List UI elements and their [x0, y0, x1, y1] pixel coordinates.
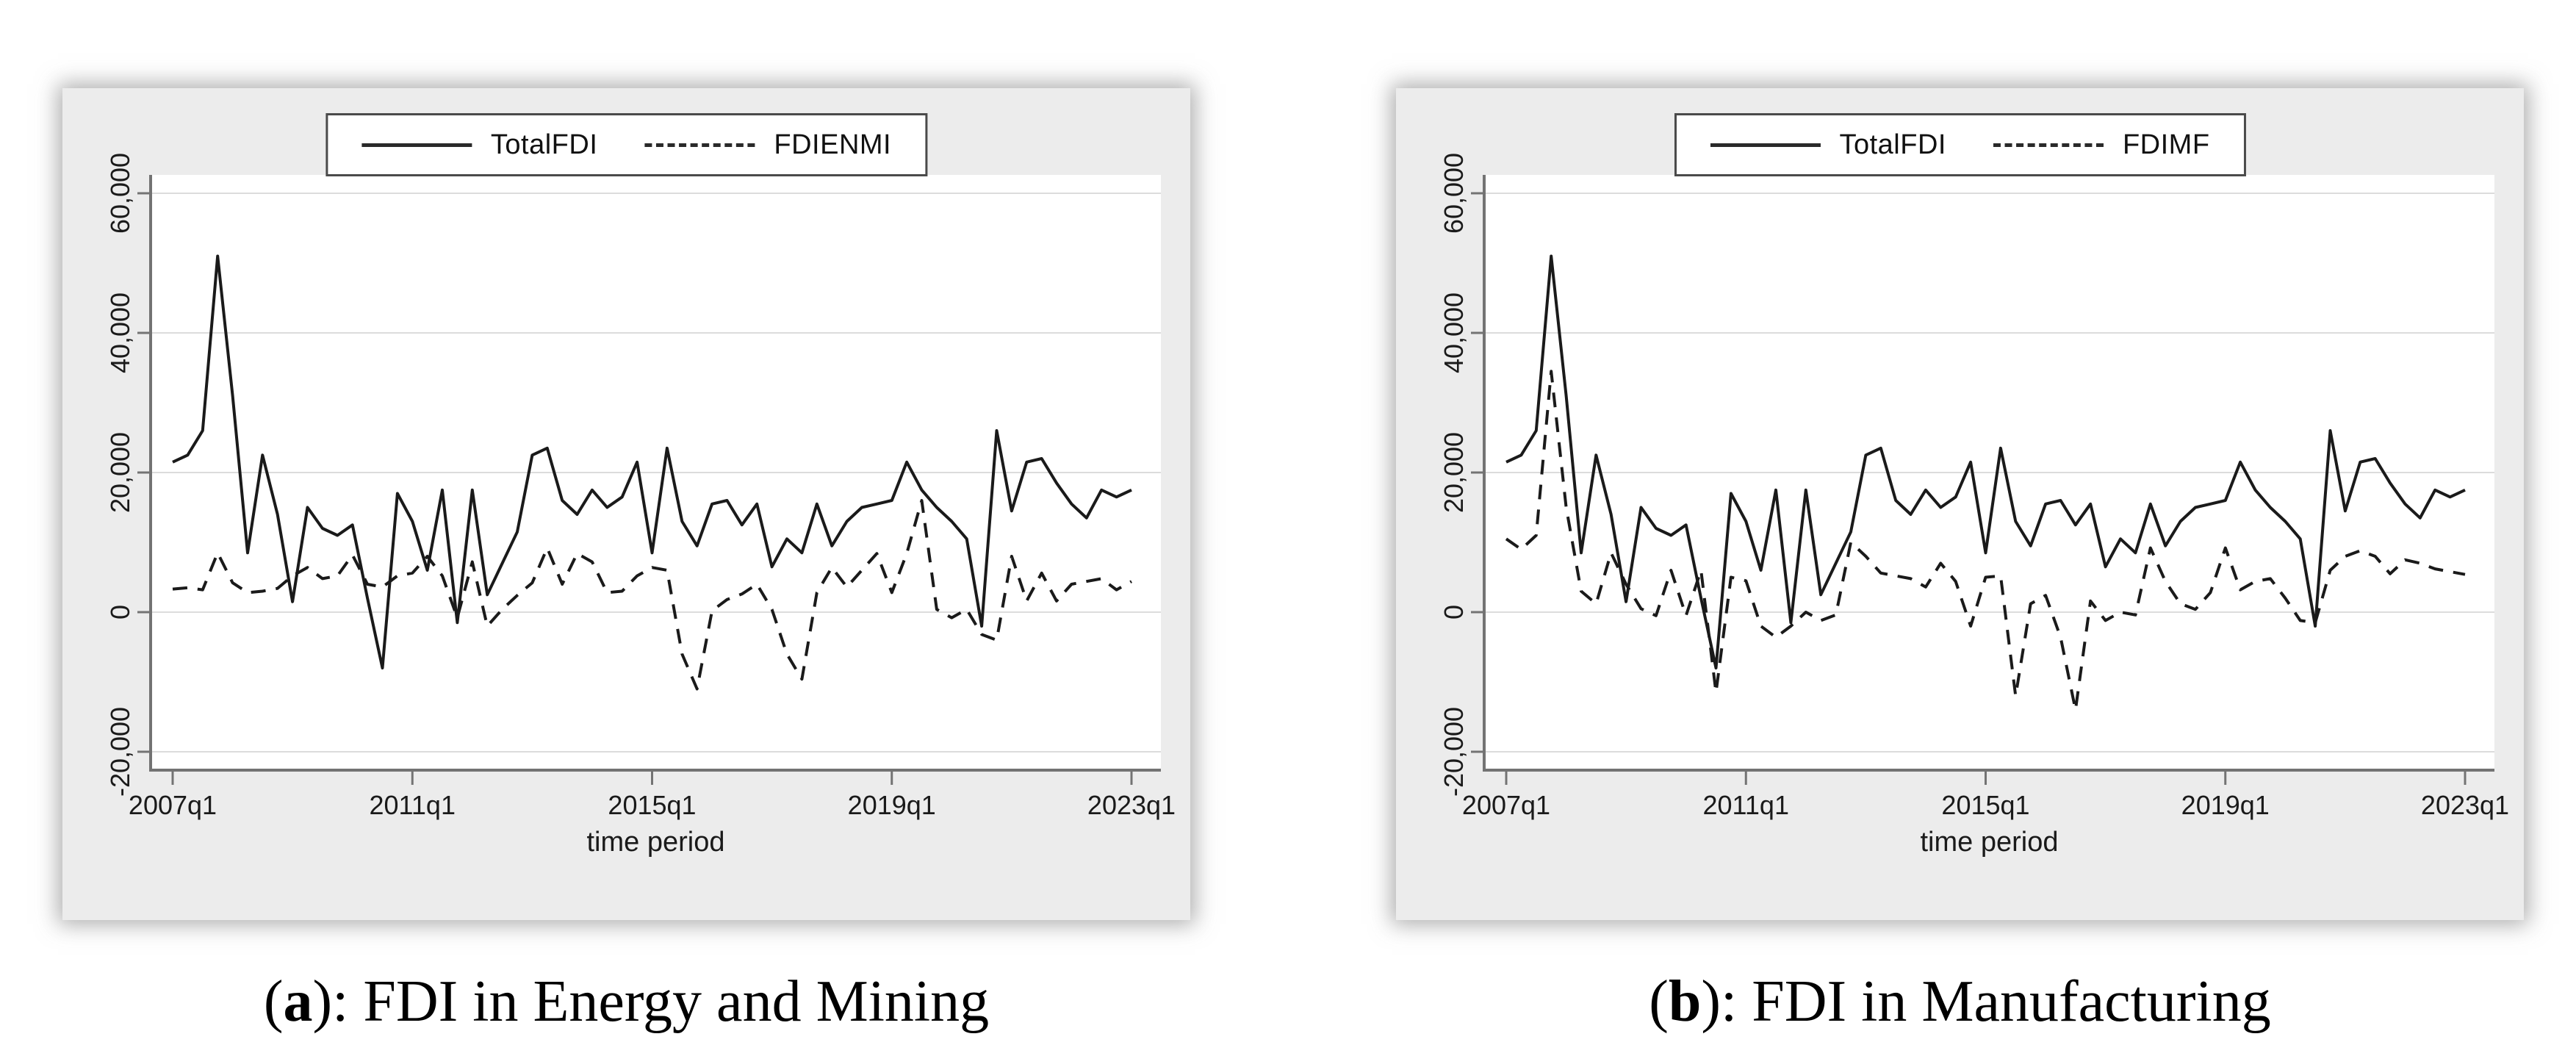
y-tick-label: 60,000: [1439, 153, 1469, 234]
chart-a-box: 60,000 40,000 20,000 0 -20,000 2007q1 2011q1 20…: [62, 88, 1190, 920]
x-axis-title: time period: [587, 827, 725, 858]
x-tick-label: 2011q1: [1703, 790, 1789, 820]
series-line-fdimf: [1505, 370, 2466, 711]
x-tick-label: 2023q1: [1087, 790, 1176, 820]
legend-item-totalfdi: TotalFDI: [1710, 129, 1946, 161]
x-tick-label: 2023q1: [2421, 790, 2509, 820]
caption-b-text: ): FDI in Manufacturing: [1701, 969, 2271, 1034]
dashed-line-sample-icon: [1993, 143, 2104, 147]
caption-a-letter: a: [283, 969, 313, 1034]
x-tick-label: 2015q1: [1941, 790, 2029, 820]
x-tick-label: 2007q1: [1462, 790, 1550, 820]
series-line-fdienmi: [172, 499, 1132, 691]
y-tick-label: 0: [1439, 605, 1469, 619]
y-tick-label: 0: [105, 605, 135, 619]
solid-line-sample-icon: [1710, 143, 1821, 147]
solid-line-sample-icon: [361, 143, 472, 147]
caption-a-text: ): FDI in Energy and Mining: [312, 969, 990, 1034]
caption-a: (a): FDI in Energy and Mining: [62, 969, 1190, 1035]
legend-label-totalfdi: TotalFDI: [490, 129, 598, 160]
legend-item-fdienmi: FDIENMI: [644, 129, 891, 161]
series-line-totalfdi: [172, 254, 1132, 669]
caption-b-open: (: [1649, 969, 1669, 1034]
legend-label-fdimf: FDIMF: [2122, 129, 2210, 160]
legend-item-fdimf: FDIMF: [1993, 129, 2210, 161]
y-tick-label: 40,000: [1439, 292, 1469, 373]
legend: TotalFDI FDIMF: [1674, 113, 2246, 176]
x-axis-title: time period: [1921, 827, 2059, 858]
series-line-totalfdi: [1505, 254, 2466, 669]
x-tick-label: 2019q1: [848, 790, 936, 820]
dashed-line-sample-icon: [644, 143, 755, 147]
y-tick-label: 20,000: [1439, 432, 1469, 513]
y-tick-label: -20,000: [105, 707, 135, 797]
x-tick-label: 2007q1: [129, 790, 217, 820]
chart-b-box: 60,000 40,000 20,000 0 -20,000 2007q1 2011q1 20…: [1396, 88, 2524, 920]
legend: TotalFDI FDIENMI: [325, 113, 928, 176]
y-tick-label: 60,000: [105, 153, 135, 234]
legend-label-fdienmi: FDIENMI: [774, 129, 892, 160]
x-tick-label: 2019q1: [2181, 790, 2270, 820]
x-tick-label: 2011q1: [370, 790, 456, 820]
caption-b-letter: b: [1668, 969, 1702, 1034]
legend-item-totalfdi: TotalFDI: [361, 129, 597, 161]
y-tick-label: -20,000: [1439, 707, 1469, 797]
x-tick-label: 2015q1: [608, 790, 696, 820]
y-tick-label: 40,000: [105, 292, 135, 373]
y-tick-label: 20,000: [105, 432, 135, 513]
legend-label-totalfdi: TotalFDI: [1839, 129, 1946, 160]
caption-b: (b): FDI in Manufacturing: [1396, 969, 2524, 1035]
caption-a-open: (: [263, 969, 284, 1034]
